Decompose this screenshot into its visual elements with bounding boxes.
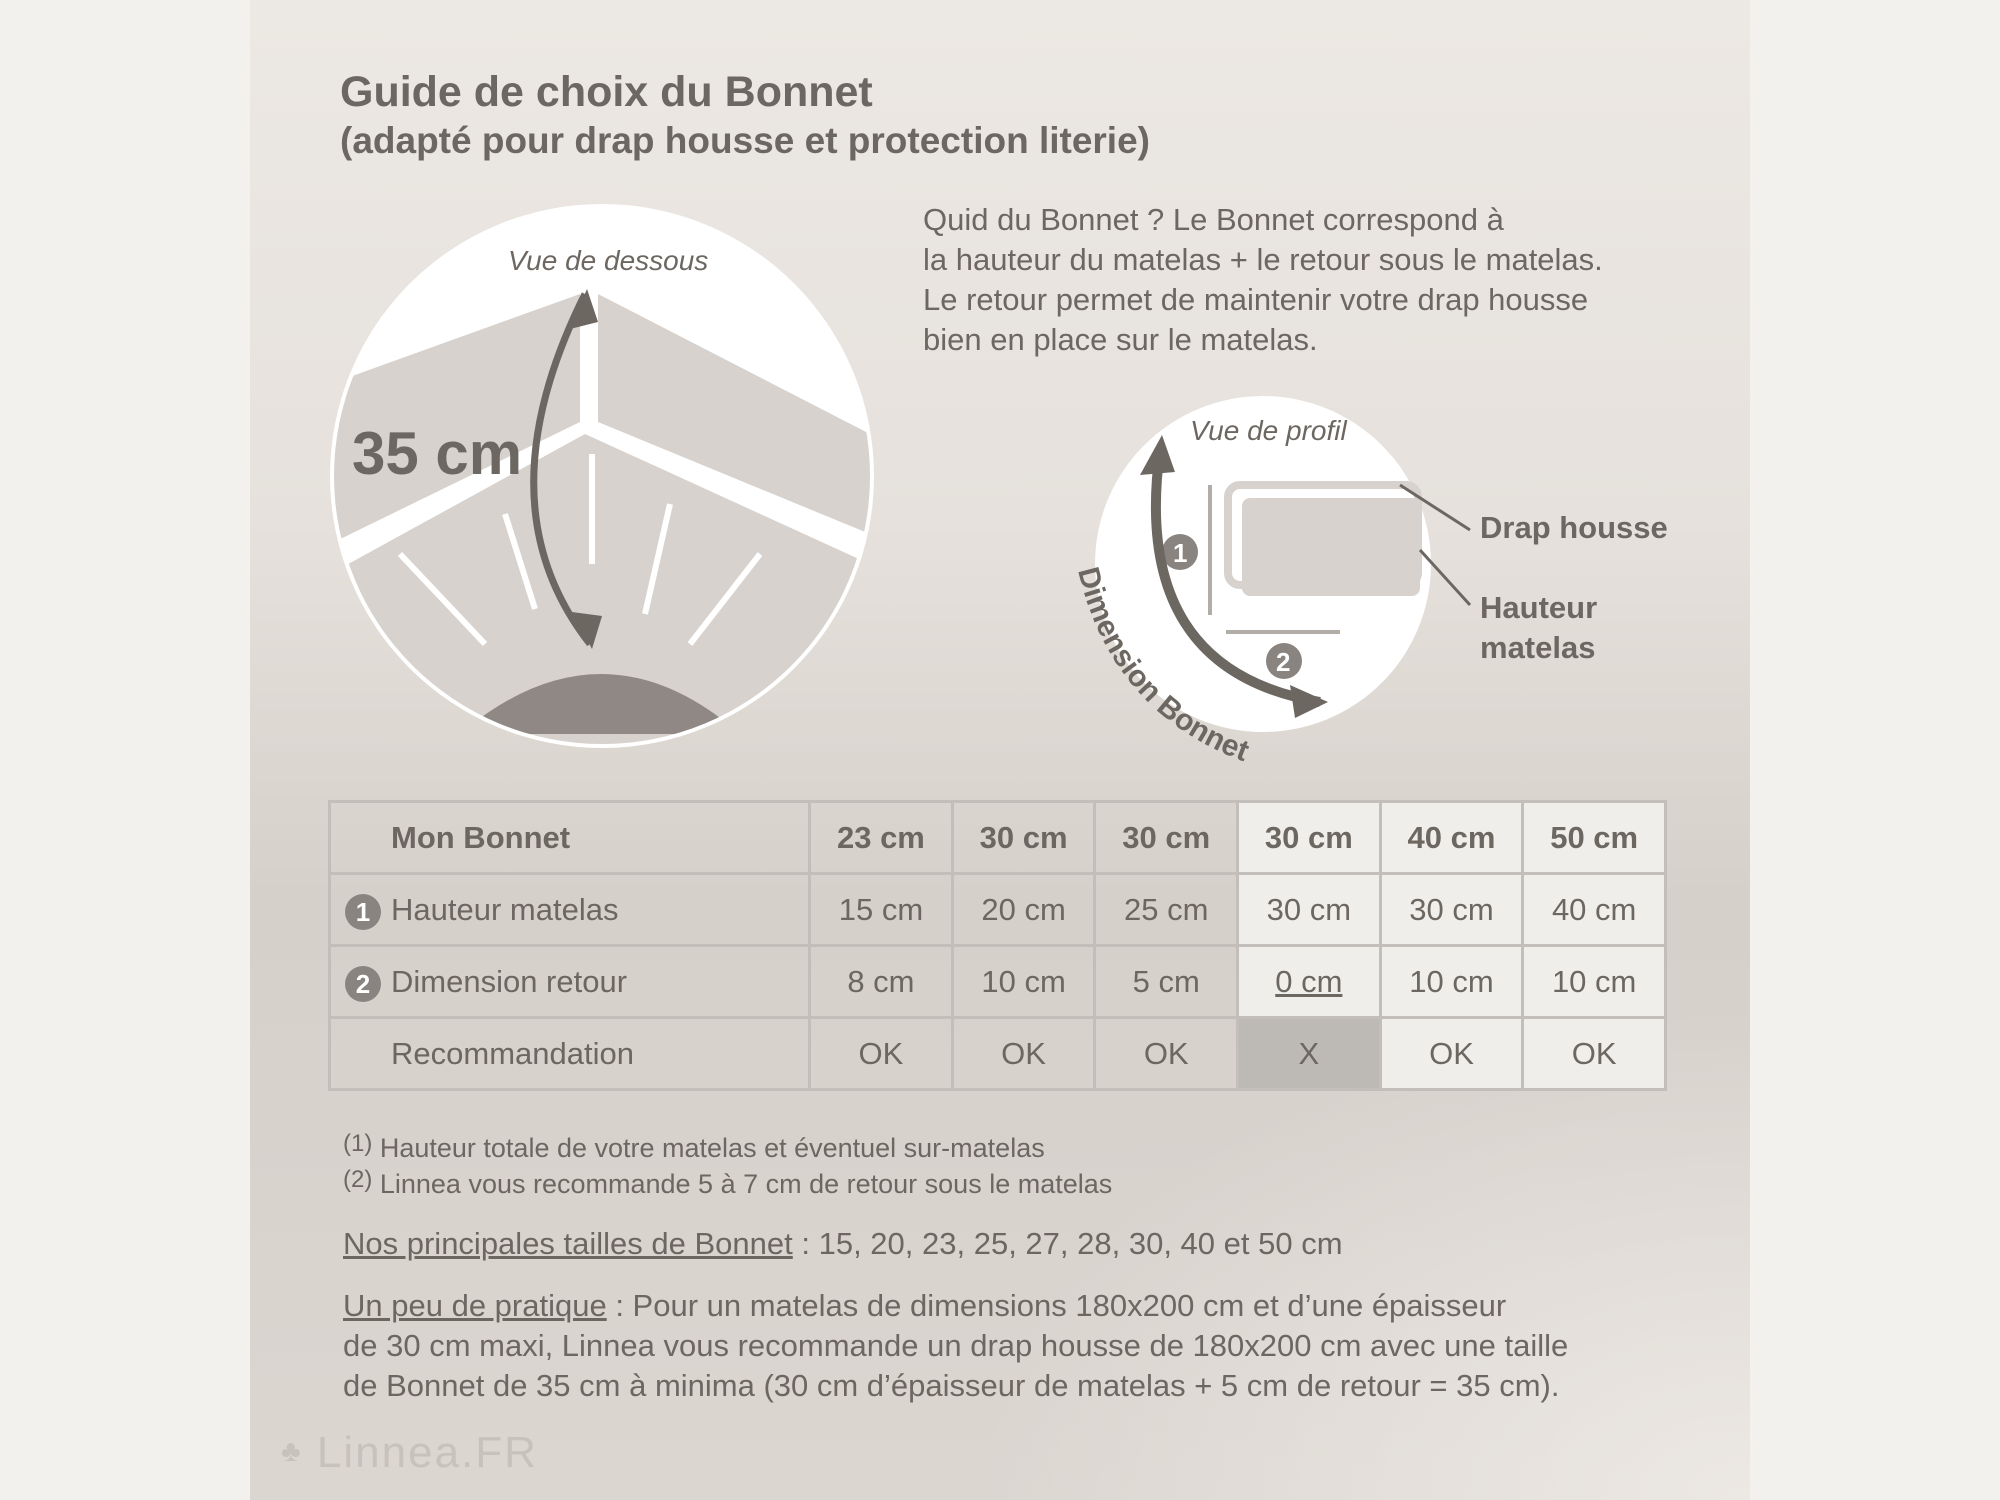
row-label-text: Dimension retour — [391, 963, 628, 999]
practice-text: Un peu de pratique : Pour un matelas de … — [343, 1286, 1568, 1406]
page-subtitle: (adapté pour drap housse et protection l… — [340, 120, 1150, 161]
row-label: 1 Hauteur matelas — [327, 872, 812, 947]
row-label: 2 Dimension retour — [327, 944, 812, 1019]
row-label-text: Hauteur matelas — [391, 891, 619, 927]
profile-view-caption: Vue de profil — [1190, 415, 1347, 446]
table-cell: OK — [1521, 1016, 1667, 1091]
footnote-text: Hauteur totale de votre matelas et évent… — [379, 1133, 1045, 1163]
measure-label: 35 cm — [352, 420, 522, 487]
intro-line: Le retour permet de maintenir votre drap… — [923, 282, 1589, 317]
table-cell: 8 cm — [808, 944, 954, 1019]
header-cell: 30 cm — [1093, 800, 1240, 875]
sizes-label: Nos principales tailles de Bonnet — [343, 1226, 793, 1261]
leaf-icon: ♣ — [281, 1435, 303, 1468]
practice-line: de 30 cm maxi, Linnea vous recommande un… — [343, 1328, 1569, 1363]
intro-text: Quid du Bonnet ? Le Bonnet correspond à … — [923, 200, 1603, 360]
table-cell: 15 cm — [808, 872, 954, 947]
row-label: Recommandation — [327, 1016, 812, 1091]
profile-view-diagram: 1 2 Vue de profil Drap housse Hauteur ma… — [1071, 396, 1668, 768]
table-cell-not-recommended: X — [1236, 1016, 1382, 1091]
table-cell: 30 cm — [1236, 872, 1382, 947]
label-drap-housse: Drap housse — [1480, 510, 1668, 545]
sizes-values: : 15, 20, 23, 25, 27, 28, 30, 40 et 50 c… — [792, 1226, 1343, 1261]
underlined-value: 0 cm — [1275, 963, 1343, 999]
table-cell: 20 cm — [950, 872, 1097, 947]
marker-2-icon: 2 — [345, 966, 381, 1002]
header-cell: 50 cm — [1521, 800, 1667, 875]
table-cell: 25 cm — [1093, 872, 1240, 947]
footnote: (2) Linnea vous recommande 5 à 7 cm de r… — [343, 1166, 1112, 1200]
table-cell: OK — [950, 1016, 1097, 1091]
table-cell: 10 cm — [950, 944, 1097, 1019]
table-row: Recommandation OK OK OK X OK OK — [327, 1016, 1667, 1091]
table-row: 2 Dimension retour 8 cm 10 cm 5 cm 0 cm 1… — [327, 944, 1667, 1019]
footnote-mark: (1) — [343, 1130, 373, 1157]
intro-line: la hauteur du matelas + le retour sous l… — [923, 242, 1603, 277]
table-cell: 0 cm — [1236, 944, 1382, 1019]
size-table: Mon Bonnet 23 cm 30 cm 30 cm 30 cm 40 cm… — [327, 800, 1667, 1091]
practice-label: Un peu de pratique — [343, 1288, 607, 1323]
footnote-mark: (2) — [343, 1166, 373, 1193]
table-cell: OK — [1378, 1016, 1525, 1091]
table-cell: 10 cm — [1521, 944, 1667, 1019]
table-cell: 40 cm — [1521, 872, 1667, 947]
marker-1-icon: 1 — [345, 894, 381, 930]
intro-line: Quid du Bonnet ? Le Bonnet correspond à — [923, 202, 1504, 237]
header-cell: Mon Bonnet — [327, 800, 812, 875]
table-cell: OK — [808, 1016, 954, 1091]
footnote: (1) Hauteur totale de votre matelas et é… — [343, 1130, 1045, 1164]
intro-line: bien en place sur le matelas. — [923, 322, 1318, 357]
practice-line: de Bonnet de 35 cm à minima (30 cm d’épa… — [343, 1368, 1560, 1403]
marker-2: 2 — [1276, 647, 1290, 677]
table-row: 1 Hauteur matelas 15 cm 20 cm 25 cm 30 cm… — [327, 872, 1667, 947]
sizes-text: Nos principales tailles de Bonnet : 15, … — [343, 1224, 1343, 1264]
table-cell: OK — [1093, 1016, 1240, 1091]
bottom-view-caption: Vue de dessous — [508, 245, 708, 276]
table-cell: 10 cm — [1378, 944, 1525, 1019]
table-cell: 30 cm — [1378, 872, 1525, 947]
marker-1: 1 — [1173, 538, 1187, 568]
footnote-text: Linnea vous recommande 5 à 7 cm de retou… — [379, 1169, 1113, 1199]
page-title: Guide de choix du Bonnet — [340, 68, 873, 116]
header-cell: 30 cm — [950, 800, 1097, 875]
bottom-view-diagram: Vue de dessous 35 cm — [330, 204, 874, 748]
practice-line: : Pour un matelas de dimensions 180x200 … — [606, 1288, 1507, 1323]
header-cell: 23 cm — [808, 800, 954, 875]
table-cell: 5 cm — [1093, 944, 1240, 1019]
linnea-logo: ♣ Linnea.FR — [281, 1428, 538, 1478]
header-cell: 30 cm — [1236, 800, 1382, 875]
label-hauteur: Hauteur — [1480, 590, 1597, 625]
label-matelas: matelas — [1480, 630, 1595, 665]
header-cell: 40 cm — [1378, 800, 1525, 875]
logo-text: Linnea.FR — [316, 1428, 538, 1477]
table-header-row: Mon Bonnet 23 cm 30 cm 30 cm 30 cm 40 cm… — [327, 800, 1667, 875]
